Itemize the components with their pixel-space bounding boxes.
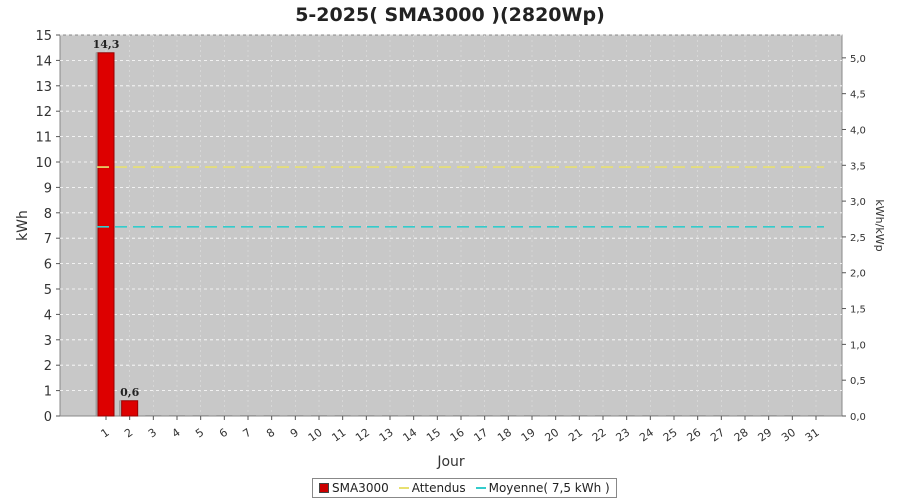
bar [121, 400, 139, 417]
x-tick-label: 30 [779, 426, 798, 445]
x-tick-label: 22 [590, 426, 609, 445]
y2-tick-label: 2,0 [850, 269, 866, 280]
y2-tick-label: 1,0 [850, 340, 866, 351]
x-tick-label: 20 [542, 426, 561, 445]
x-tick-label: 25 [661, 426, 680, 445]
x-tick-label: 8 [264, 426, 277, 441]
x-tick-label: 29 [755, 426, 774, 445]
x-tick-label: 1 [99, 426, 112, 441]
y-tick-label: 14 [35, 54, 52, 69]
y2-tick-label: 4,0 [850, 125, 866, 136]
y-tick-label: 12 [35, 105, 52, 120]
x-tick-label: 5 [193, 426, 206, 441]
y2-tick-label: 2,5 [850, 233, 866, 244]
y2-tick-label: 0,5 [850, 376, 866, 387]
bar [97, 52, 115, 417]
x-tick-label: 6 [217, 426, 230, 441]
y-tick-label: 11 [35, 131, 52, 146]
y-tick-label: 5 [44, 283, 52, 298]
x-tick-label: 16 [448, 426, 467, 445]
legend-swatch-sma3000 [319, 483, 329, 493]
x-tick-label: 13 [377, 426, 396, 445]
y-tick-label: 10 [35, 156, 52, 171]
y2-axis-title: kWh/kWp [873, 199, 886, 251]
y-tick-label: 13 [35, 80, 52, 95]
x-tick-label: 18 [495, 426, 514, 445]
legend-item-sma3000: SMA3000 [319, 481, 389, 495]
x-tick-label: 19 [519, 426, 538, 445]
data-label: 0,6 [120, 386, 139, 399]
legend-label-sma3000: SMA3000 [332, 481, 389, 495]
x-tick-label: 7 [241, 426, 254, 441]
x-tick-label: 2 [122, 426, 135, 441]
legend-item-attendus: Attendus [398, 481, 466, 495]
x-tick-label: 17 [471, 426, 490, 445]
x-tick-label: 11 [329, 426, 348, 445]
y2-tick-label: 0,0 [850, 412, 866, 423]
x-tick-label: 15 [424, 426, 443, 445]
legend-item-moyenne: Moyenne( 7,5 kWh ) [475, 481, 610, 495]
y-tick-label: 4 [44, 308, 52, 323]
x-tick-label: 4 [170, 426, 183, 441]
y2-tick-label: 3,5 [850, 161, 866, 172]
legend: SMA3000 Attendus Moyenne( 7,5 kWh ) [312, 478, 617, 498]
x-tick-label: 3 [146, 426, 159, 441]
chart-title: 5-2025( SMA3000 )(2820Wp) [295, 4, 605, 26]
x-tick-label: 24 [637, 426, 656, 445]
x-tick-label: 9 [288, 426, 301, 441]
y-tick-label: 15 [35, 29, 52, 44]
y2-tick-label: 3,0 [850, 197, 866, 208]
y2-tick-label: 1,5 [850, 305, 866, 316]
y2-tick-label: 5,0 [850, 54, 866, 65]
x-tick-label: 21 [566, 426, 585, 445]
x-tick-label: 12 [353, 426, 372, 445]
x-axis-title: Jour [436, 454, 465, 470]
x-tick-label: 14 [400, 426, 419, 445]
y2-tick-label: 4,5 [850, 90, 866, 101]
y-tick-label: 3 [44, 334, 52, 349]
x-tick-label: 26 [684, 426, 703, 445]
y-tick-label: 7 [44, 232, 52, 247]
legend-label-attendus: Attendus [411, 481, 466, 495]
y-axis-title: kWh [15, 210, 31, 241]
y-tick-label: 2 [44, 359, 52, 374]
x-tick-label: 27 [708, 426, 727, 445]
y-tick-label: 9 [44, 181, 52, 196]
x-tick-label: 31 [803, 426, 822, 445]
x-tick-label: 23 [613, 426, 632, 445]
x-tick-label: 28 [732, 426, 751, 445]
plot-area [59, 34, 843, 417]
y-tick-label: 8 [44, 207, 52, 222]
legend-swatch-attendus [398, 487, 409, 489]
data-label: 14,3 [93, 38, 120, 51]
x-tick-label: 10 [306, 426, 325, 445]
legend-swatch-moyenne [475, 487, 486, 489]
y-tick-label: 0 [44, 410, 52, 425]
legend-label-moyenne: Moyenne( 7,5 kWh ) [488, 481, 610, 495]
y-tick-label: 6 [44, 258, 52, 273]
y-tick-label: 1 [44, 385, 52, 400]
